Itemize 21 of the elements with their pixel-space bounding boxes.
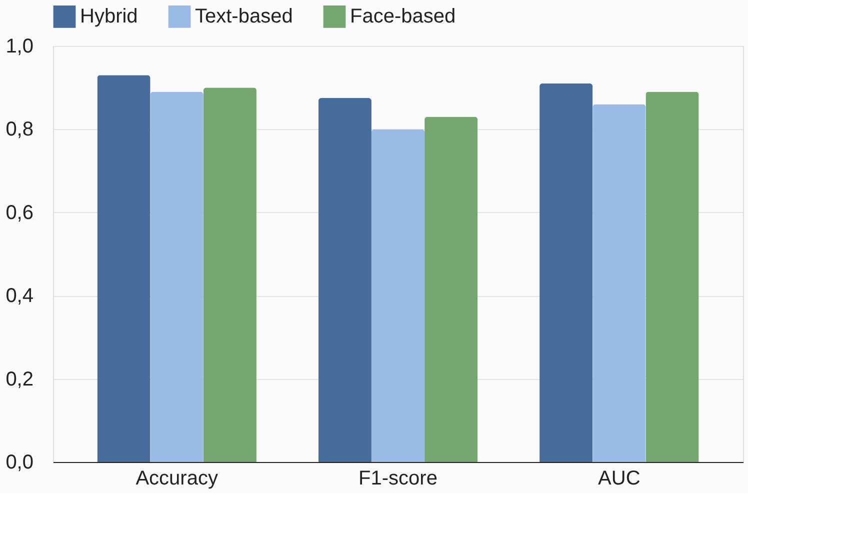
y-tick-label: 0,6: [6, 202, 34, 224]
bar: [646, 92, 699, 462]
x-tick-label: F1-score: [358, 468, 438, 490]
y-tick-label: 0,0: [6, 452, 34, 474]
x-tick-label: AUC: [598, 468, 640, 490]
bar: [540, 83, 593, 462]
x-tick-label: Accuracy: [136, 468, 218, 490]
bar: [371, 129, 425, 462]
bar: [150, 92, 204, 462]
bar: [97, 75, 150, 462]
y-tick-label: 0,8: [6, 118, 34, 141]
bar: [318, 98, 372, 462]
y-tick-label: 0,4: [6, 285, 34, 308]
bar: [592, 104, 646, 462]
bar: [424, 116, 478, 462]
y-tick-label: 0,2: [6, 368, 34, 390]
bar: [203, 88, 256, 462]
y-tick-label: 1,0: [6, 36, 34, 58]
legend-label: Text-based: [195, 6, 293, 28]
legend-label: Hybrid: [80, 6, 138, 28]
legend-label: Face-based: [350, 6, 456, 28]
